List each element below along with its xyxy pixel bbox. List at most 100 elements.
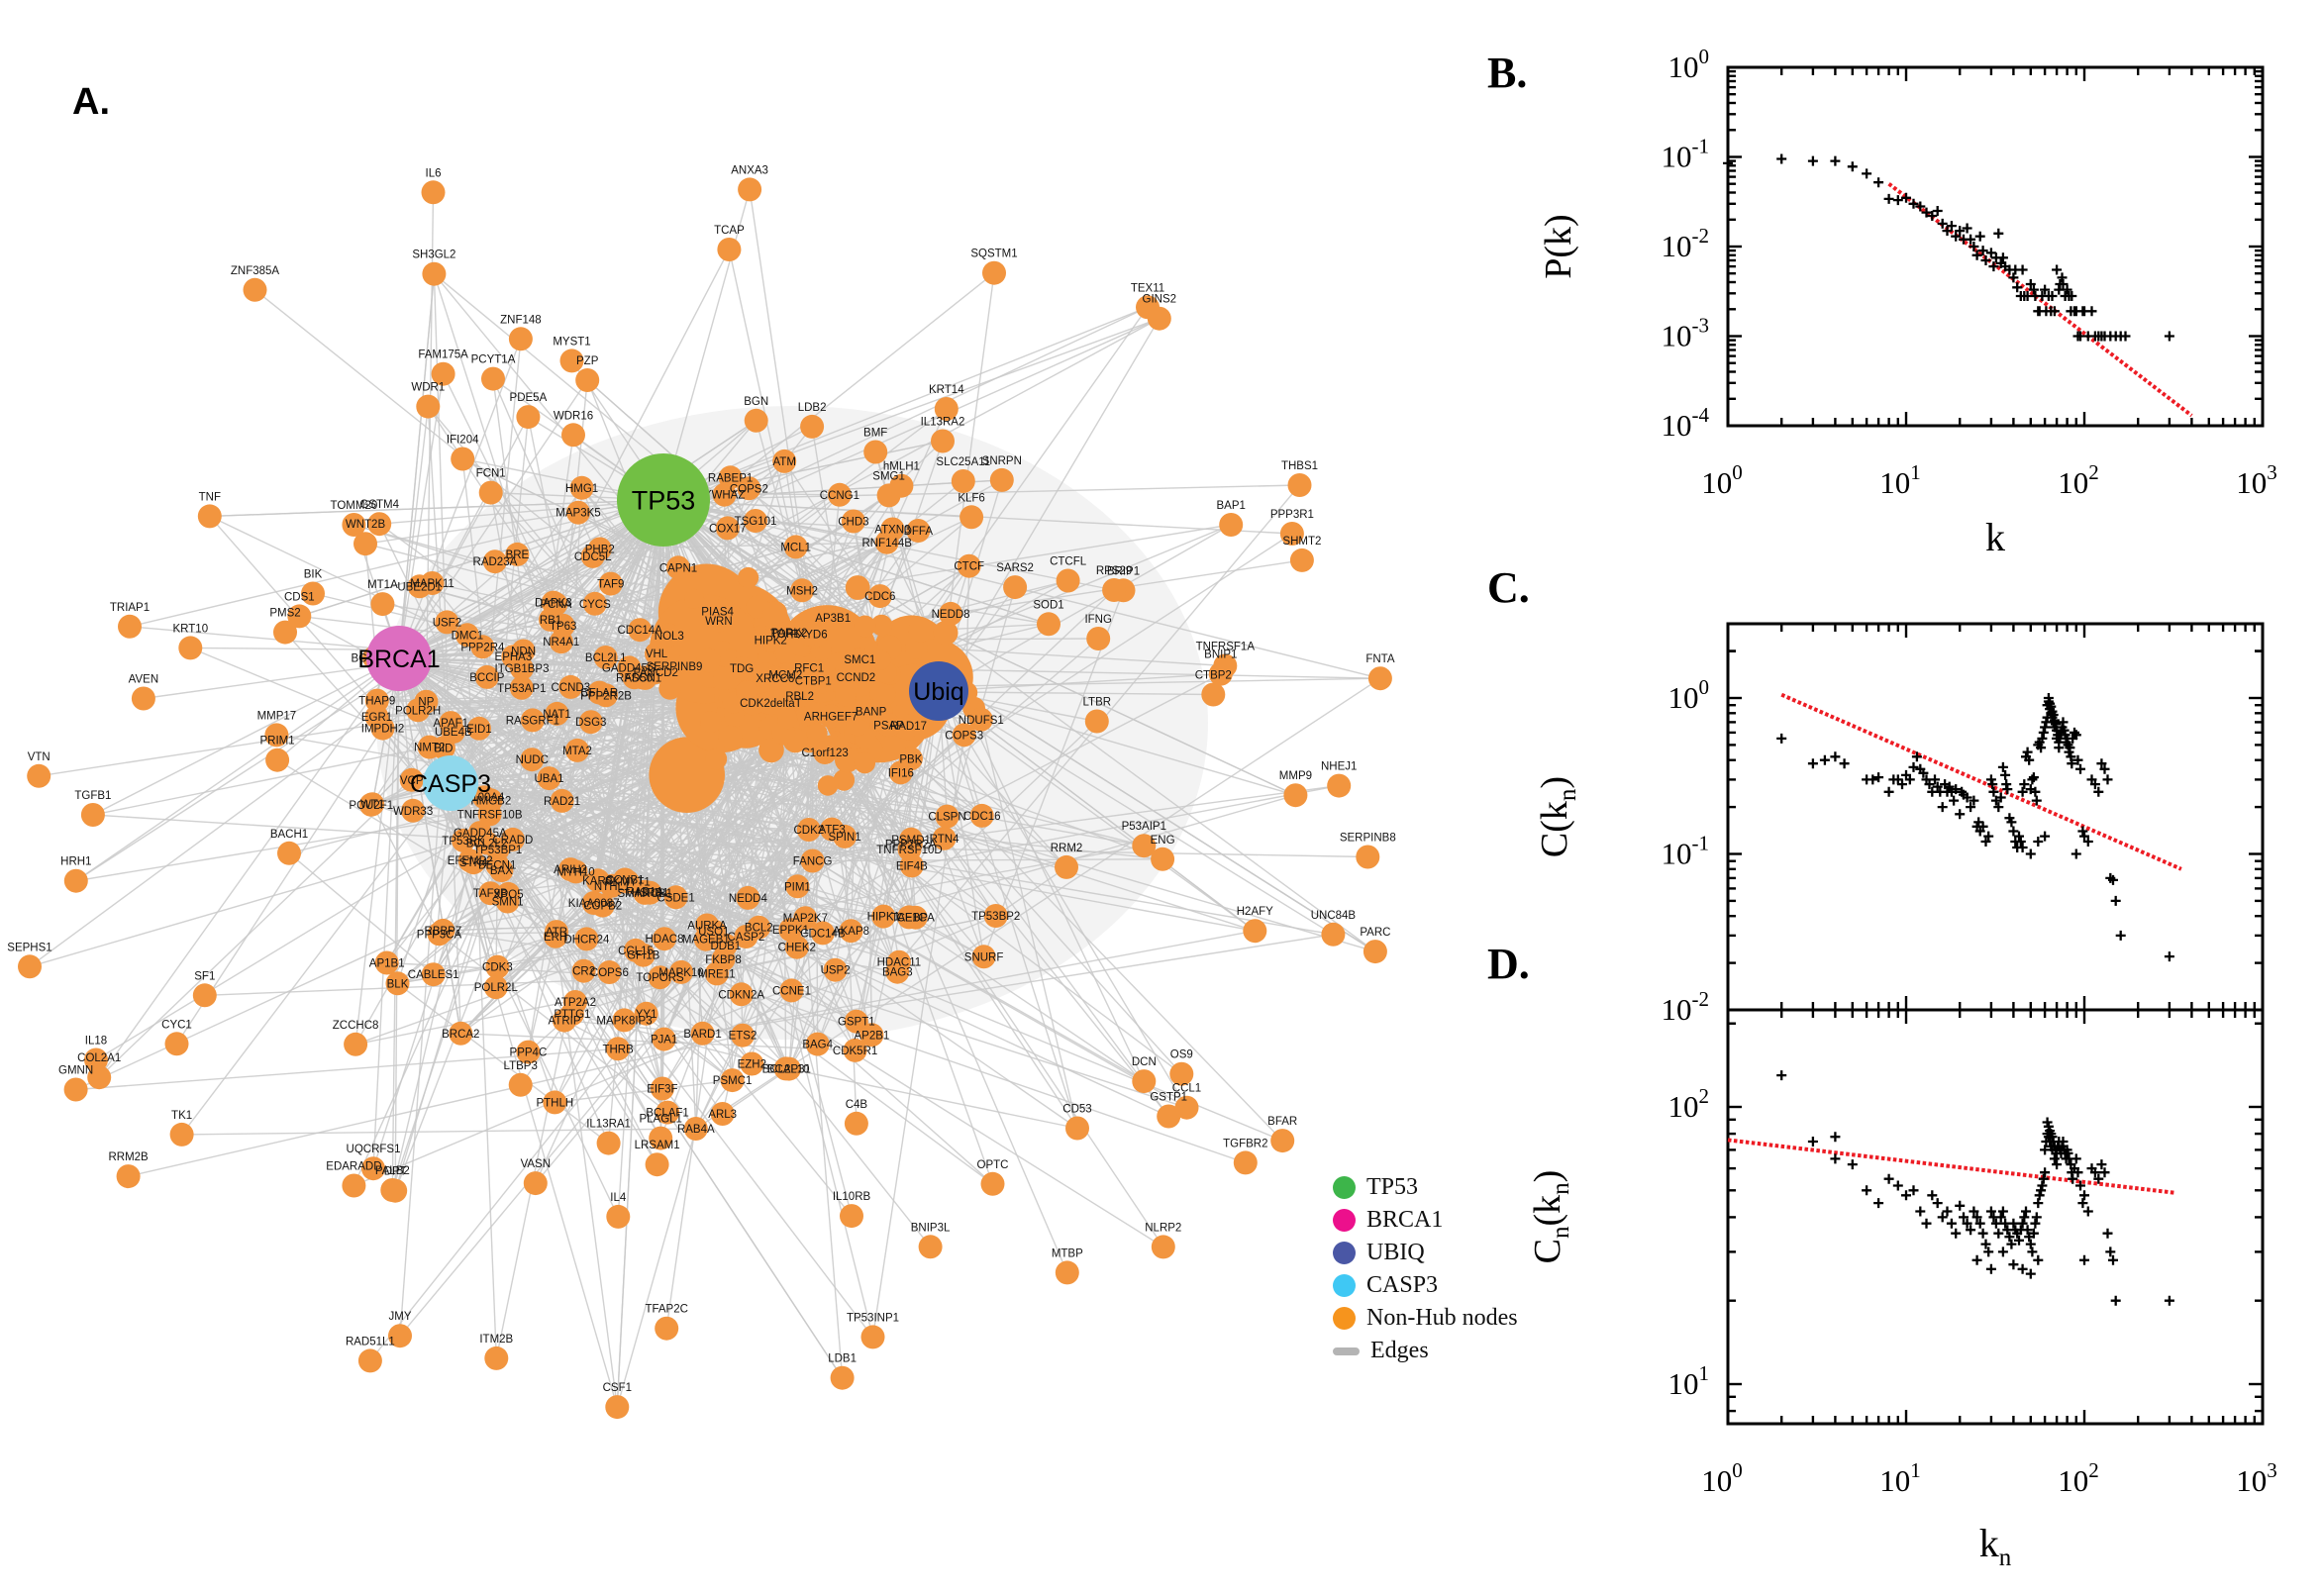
network-node[interactable] [800, 848, 825, 873]
network-node[interactable] [485, 954, 510, 979]
network-node[interactable] [633, 879, 657, 904]
network-node[interactable] [983, 904, 1008, 928]
network-node[interactable] [454, 623, 479, 648]
network-node[interactable] [606, 1037, 631, 1061]
network-node[interactable] [734, 925, 758, 948]
network-node[interactable] [705, 599, 730, 624]
network-node[interactable] [1102, 578, 1127, 602]
network-node[interactable] [889, 473, 914, 498]
network-node[interactable] [845, 575, 870, 600]
network-node[interactable] [762, 601, 788, 626]
network-node[interactable] [989, 467, 1014, 492]
network-node[interactable] [704, 961, 729, 986]
network-node[interactable] [821, 605, 846, 630]
network-node[interactable] [969, 803, 994, 828]
network-node[interactable] [265, 748, 290, 772]
network-node[interactable] [738, 566, 759, 589]
network-node[interactable] [1321, 922, 1346, 947]
network-node[interactable] [648, 965, 672, 990]
network-node[interactable] [813, 741, 838, 764]
network-node[interactable] [1055, 1260, 1079, 1285]
network-node[interactable] [277, 841, 301, 865]
network-node[interactable] [472, 785, 496, 810]
network-node[interactable] [860, 1325, 885, 1349]
network-node[interactable] [644, 660, 668, 685]
network-node[interactable] [116, 1164, 141, 1189]
network-node[interactable] [192, 983, 217, 1008]
network-node[interactable] [717, 238, 742, 261]
network-node[interactable] [545, 701, 569, 726]
network-node[interactable] [1086, 627, 1111, 650]
network-node[interactable] [569, 475, 594, 500]
network-node[interactable] [797, 622, 822, 647]
network-node[interactable] [1174, 1095, 1199, 1120]
network-node[interactable] [758, 691, 783, 716]
network-node[interactable] [482, 549, 507, 574]
network-node[interactable] [466, 716, 491, 741]
network-node[interactable] [399, 767, 424, 792]
network-node[interactable] [510, 656, 534, 681]
network-node[interactable] [451, 447, 475, 471]
network-node[interactable] [971, 945, 996, 969]
network-node[interactable] [700, 711, 722, 733]
network-node[interactable] [388, 1324, 412, 1348]
network-node[interactable] [354, 532, 377, 556]
network-node[interactable] [908, 617, 934, 643]
network-node[interactable] [243, 277, 267, 302]
network-node[interactable] [653, 927, 676, 951]
network-node[interactable] [777, 621, 801, 646]
network-node[interactable] [844, 1009, 868, 1034]
network-node[interactable] [805, 1032, 830, 1056]
network-node[interactable] [1279, 522, 1304, 546]
network-node[interactable] [578, 710, 603, 735]
network-node[interactable] [783, 535, 808, 559]
network-node[interactable] [84, 1047, 108, 1072]
network-node[interactable] [738, 177, 762, 202]
network-node[interactable] [164, 1032, 189, 1056]
network-node[interactable] [551, 613, 575, 638]
network-node[interactable] [1233, 1150, 1258, 1175]
network-node[interactable] [594, 683, 618, 708]
network-node[interactable] [696, 648, 721, 673]
network-node[interactable] [982, 260, 1006, 285]
network-node[interactable] [543, 1090, 567, 1115]
network-node[interactable] [870, 614, 893, 637]
network-node[interactable] [478, 881, 503, 906]
network-node[interactable] [896, 714, 921, 739]
network-node[interactable] [357, 1348, 382, 1373]
network-node[interactable] [777, 708, 798, 730]
network-node[interactable] [779, 978, 804, 1003]
network-node[interactable] [898, 747, 923, 771]
network-node[interactable] [1367, 666, 1392, 691]
network-node[interactable] [952, 723, 976, 748]
network-node[interactable] [537, 766, 561, 791]
network-node[interactable] [509, 675, 534, 700]
network-node[interactable] [833, 769, 856, 791]
network-node[interactable] [656, 623, 681, 648]
network-node[interactable] [523, 1171, 548, 1196]
network-node[interactable] [934, 397, 959, 421]
network-node[interactable] [776, 1056, 801, 1081]
network-node[interactable] [273, 620, 297, 645]
network-node[interactable] [178, 636, 203, 660]
network-node[interactable] [744, 408, 768, 433]
network-node[interactable] [622, 665, 647, 690]
network-node[interactable] [441, 720, 465, 745]
network-node[interactable] [593, 646, 618, 669]
network-node[interactable] [87, 1065, 112, 1090]
network-node[interactable] [541, 590, 565, 615]
network-node[interactable] [656, 1100, 680, 1125]
network-node[interactable] [806, 723, 828, 745]
network-node[interactable] [1270, 1129, 1295, 1153]
network-node[interactable] [1147, 306, 1171, 331]
network-node[interactable] [421, 962, 446, 987]
network-node[interactable] [819, 704, 844, 729]
network-node[interactable] [785, 874, 810, 899]
network-node[interactable] [918, 1235, 943, 1259]
network-node[interactable] [561, 423, 585, 448]
network-node[interactable] [790, 578, 815, 603]
network-node[interactable] [867, 584, 892, 609]
network-node[interactable] [823, 957, 848, 982]
network-node[interactable] [287, 604, 312, 629]
network-node[interactable] [718, 725, 743, 749]
